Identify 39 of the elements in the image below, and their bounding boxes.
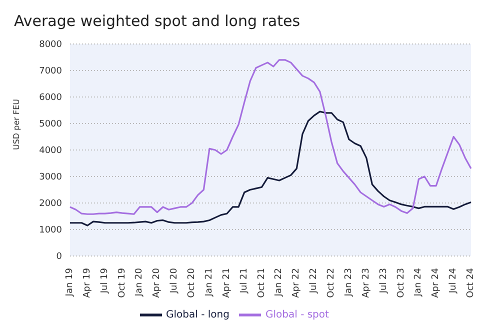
x-tick-label: Jul 22 [309, 268, 320, 294]
y-tick-label: 3000 [39, 172, 62, 183]
x-tick-label: Jan 21 [204, 268, 214, 298]
x-tick-label: Jul 19 [100, 268, 110, 294]
x-tick-label: Oct 23 [396, 268, 406, 298]
x-tick-label: Oct 21 [256, 268, 267, 298]
x-tick-label: Oct 19 [117, 268, 128, 298]
y-tick-label: 6000 [39, 93, 62, 104]
x-tick-label: Apr 22 [292, 268, 302, 298]
legend-label: Global - long [166, 310, 230, 321]
x-tick-label: Jul 21 [239, 268, 250, 294]
x-tick-label: Jan 23 [344, 268, 354, 298]
x-tick-label: Jan 20 [134, 268, 145, 298]
y-tick-label: 8000 [39, 40, 62, 50]
y-axis-title: USD per FEU [12, 98, 21, 150]
y-tick-label: 0 [56, 252, 62, 262]
x-tick-label: Jan 22 [274, 268, 284, 298]
x-tick-label: Jan 19 [65, 268, 75, 298]
x-tick-label: Jul 20 [170, 268, 180, 294]
y-tick-label: 2000 [39, 199, 62, 210]
x-tick-label: Apr 20 [152, 268, 162, 298]
line-series [69, 59, 472, 215]
x-tick-label: Apr 24 [431, 268, 442, 298]
line-series [69, 110, 472, 226]
x-tick-label: Jul 23 [378, 268, 389, 294]
y-tick-label: 1000 [39, 226, 62, 236]
x-tick-label: Apr 21 [222, 268, 232, 298]
legend-label: Global - spot [265, 310, 329, 321]
chart-title: Average weighted spot and long rates [13, 11, 302, 32]
x-tick-label: Jan 24 [414, 268, 424, 298]
y-tick-label: 5000 [39, 120, 62, 130]
x-tick-label: Jul 24 [448, 268, 459, 294]
x-tick-label: Oct 24 [466, 268, 476, 298]
x-tick-label: Apr 19 [82, 268, 92, 298]
x-tick-label: Oct 22 [326, 268, 337, 298]
y-tick-label: 7000 [39, 66, 62, 77]
x-tick-label: Apr 23 [361, 268, 372, 298]
y-tick-label: 4000 [39, 146, 62, 156]
x-tick-label: Oct 20 [187, 268, 198, 298]
